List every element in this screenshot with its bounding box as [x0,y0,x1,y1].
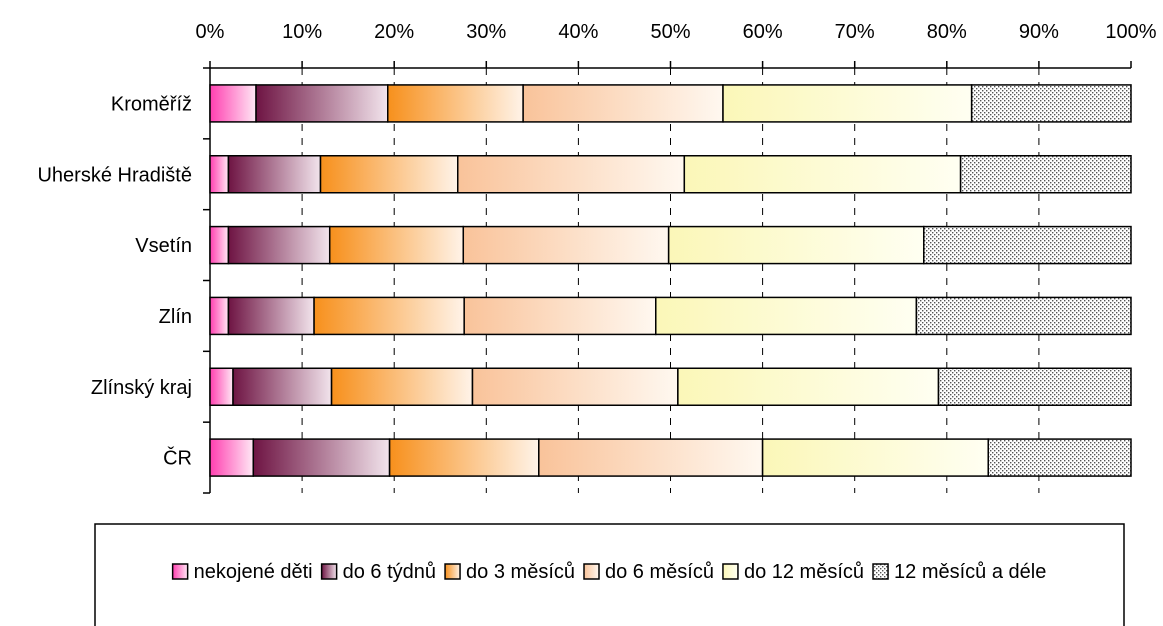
x-tick-label: 50% [650,21,690,43]
x-tick-label: 30% [466,21,506,43]
bar-segment [209,438,255,477]
category-label: Zlínský kraj [91,377,192,399]
legend-label: 12 měsíců a déle [894,561,1046,583]
bar-segment [937,367,1132,406]
bar-segment [328,225,465,265]
bar-segment [677,367,940,406]
x-tick-label: 80% [927,21,967,43]
bar-segment [319,155,459,194]
legend-label: do 6 měsíců [605,561,714,583]
category-label: Vsetín [135,235,192,257]
legend-box [94,523,1125,626]
x-tick-label: 100% [1105,21,1156,43]
bar-segment [209,225,230,265]
bar-segment [387,84,524,123]
x-tick-label: 60% [743,21,783,43]
x-tick-label: 10% [282,21,322,43]
legend-label: do 3 měsíců [466,561,575,583]
bar-segment [209,296,230,336]
bar-segment [463,296,657,336]
bar-segment [255,84,389,123]
category-label: Zlín [159,306,192,328]
x-tick-label: 40% [558,21,598,43]
axes [203,61,1132,494]
category-label: ČR [163,447,192,470]
x-tick-label: 90% [1019,21,1059,43]
bars [209,84,1132,477]
legend-swatch [583,563,600,580]
bar-segment [722,84,973,123]
category-label: Uherské Hradiště [37,164,192,186]
legend-swatch [872,563,889,580]
bar-segment [987,438,1132,477]
bar-segment [232,367,333,406]
bar-segment [209,155,230,194]
bar-segment [313,296,465,336]
bar-segment [227,155,322,194]
bar-segment [462,225,670,265]
labels: 0% 10% 20% 30% 40% 50% 60% 70% 80% 90% 100% Kroměří… [37,21,1156,470]
bar-segment [227,225,331,265]
legend-label: do 6 týdnů [343,561,436,583]
bar-segment [522,84,724,123]
bar-segment [667,225,925,265]
bar-segment [683,155,962,194]
bar-segment [388,438,540,477]
legend-swatch [444,563,461,580]
x-tick-label: 0% [196,21,225,43]
bar-segment [227,296,315,336]
legend-swatch [171,563,189,580]
bar-segment [923,225,1132,265]
bar-segment [538,438,764,477]
category-label: Kroměříž [111,93,192,115]
legend-label: nekojené děti [194,561,313,583]
bar-segment [761,438,989,477]
x-tick-label: 70% [835,21,875,43]
bar-segment [471,367,679,406]
legend-swatch [320,563,338,580]
bar-segment [330,367,474,406]
bar-segment [209,84,257,123]
x-tick-label: 20% [374,21,414,43]
legend: nekojené děti do 6 týdnů do 3 měsíců do 6 m… [94,523,1125,626]
bar-segment [209,367,234,406]
grid-lines [301,68,1040,493]
bar-segment [456,155,686,194]
bar-segment [970,84,1132,123]
bar-segment [252,438,391,477]
bar-segment [959,155,1132,194]
legend-swatch [722,563,739,580]
bar-segment [915,296,1132,336]
legend-label: do 12 měsíců [744,561,864,583]
bar-segment [655,296,918,336]
